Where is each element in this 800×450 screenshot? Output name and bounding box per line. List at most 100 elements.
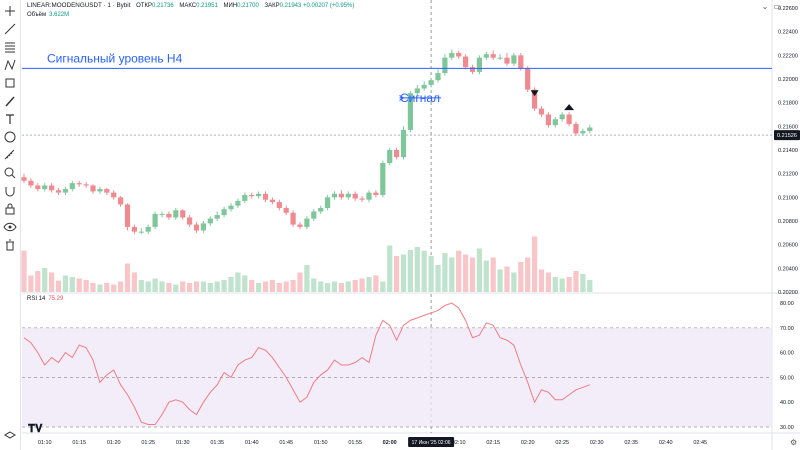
time-tick-label: 01:25 bbox=[141, 440, 155, 446]
time-tick-label: 02:00 bbox=[383, 440, 397, 446]
volume-bar bbox=[166, 283, 172, 292]
volume-bar bbox=[62, 275, 68, 292]
forecast-icon[interactable] bbox=[3, 76, 17, 90]
volume-bar bbox=[469, 257, 476, 292]
volume-bar bbox=[518, 262, 524, 292]
time-tick-label: 01:40 bbox=[245, 440, 259, 446]
crosshair-time-badge bbox=[408, 437, 455, 447]
candle-body bbox=[331, 193, 338, 198]
volume-bar bbox=[283, 281, 289, 292]
candle-body bbox=[435, 73, 441, 81]
change-value: +0.00207 (+0.95%) bbox=[303, 3, 355, 9]
volume-legend[interactable]: Объём 3.622M bbox=[27, 12, 69, 18]
symbol-name[interactable]: LINEAR:MOODENGUSDT · 1 · Bybit bbox=[27, 2, 131, 9]
high-label: МАКС bbox=[179, 3, 197, 9]
emoji-icon[interactable] bbox=[3, 130, 17, 144]
tradingview-logo: 𝐓𝐕 bbox=[28, 423, 43, 435]
volume-bar bbox=[511, 272, 517, 292]
volume-bar bbox=[476, 248, 482, 292]
ruler-icon[interactable] bbox=[3, 148, 17, 162]
rsi-line bbox=[23, 302, 590, 426]
text-icon[interactable] bbox=[3, 112, 17, 126]
pane-controls: ⌄ ▭ ⋯ bbox=[757, 2, 794, 11]
candle-body bbox=[193, 224, 200, 231]
more-icon[interactable]: ⋯ bbox=[786, 2, 794, 11]
volume-bar bbox=[456, 250, 462, 292]
volume-bar bbox=[97, 284, 103, 292]
candle-body bbox=[518, 55, 524, 69]
fib-retracement-icon[interactable] bbox=[3, 40, 17, 54]
volume-bar bbox=[235, 272, 241, 292]
volume-bar bbox=[290, 280, 296, 292]
buy-marker bbox=[564, 104, 575, 111]
volume-bar bbox=[373, 275, 379, 292]
candle-body bbox=[173, 210, 179, 218]
magnet-icon[interactable] bbox=[3, 184, 17, 198]
candle-body bbox=[21, 177, 27, 181]
volume-bar bbox=[131, 272, 137, 292]
volume-bar bbox=[297, 272, 303, 292]
candle-body bbox=[532, 89, 538, 109]
brush-icon[interactable] bbox=[3, 94, 17, 108]
candle-body bbox=[566, 114, 572, 124]
volume-bar bbox=[193, 281, 200, 292]
candle-body bbox=[187, 217, 193, 225]
low-label: МИН bbox=[223, 3, 238, 9]
candle-body bbox=[497, 57, 503, 59]
open-label: ОТКР bbox=[136, 3, 152, 9]
time-tick-label: 01:45 bbox=[279, 440, 293, 446]
trash-icon[interactable] bbox=[3, 238, 17, 252]
zoom-icon[interactable] bbox=[3, 166, 17, 180]
candle-body bbox=[42, 185, 48, 190]
rsi-legend[interactable]: RSI 14 75.29 bbox=[27, 296, 63, 302]
volume-bar bbox=[442, 253, 448, 292]
volume-bar bbox=[111, 284, 117, 292]
candle-body bbox=[325, 197, 331, 208]
crosshair-icon[interactable] bbox=[3, 4, 17, 18]
eye-icon[interactable] bbox=[3, 220, 17, 234]
sell-marker bbox=[530, 90, 539, 97]
candle-body bbox=[55, 190, 62, 193]
candle-body bbox=[145, 226, 151, 232]
candle-body bbox=[366, 192, 372, 200]
candle-body bbox=[428, 80, 434, 85]
rsi-tick-label: 50.00 bbox=[780, 375, 794, 381]
candle-body bbox=[580, 131, 586, 134]
candle-body bbox=[256, 193, 262, 197]
volume-bar bbox=[311, 278, 317, 292]
lock-icon[interactable] bbox=[3, 202, 17, 216]
time-tick-label: 01:15 bbox=[72, 440, 86, 446]
volume-bar bbox=[228, 277, 234, 292]
candle-body bbox=[387, 150, 393, 164]
volume-bar bbox=[104, 283, 110, 292]
candle-body bbox=[538, 108, 545, 115]
volume-value: 3.622M bbox=[49, 12, 70, 18]
trend-line-icon[interactable] bbox=[3, 22, 17, 36]
volume-bar bbox=[42, 268, 48, 292]
candle-body bbox=[490, 54, 496, 58]
time-tick-label: 02:30 bbox=[590, 440, 604, 446]
volume-bar bbox=[525, 257, 531, 292]
rsi-tick-label: 80.00 bbox=[780, 301, 794, 307]
price-tick-label: 0.22200 bbox=[778, 53, 798, 59]
pattern-icon[interactable] bbox=[3, 58, 17, 72]
candle-body bbox=[414, 88, 420, 94]
candle-body bbox=[269, 199, 275, 203]
volume-bar bbox=[400, 254, 407, 292]
time-tick-label: 01:20 bbox=[107, 440, 121, 446]
volume-bar bbox=[276, 283, 282, 292]
candle-body bbox=[463, 56, 469, 68]
layers-icon[interactable] bbox=[3, 430, 17, 444]
candle-body bbox=[442, 57, 448, 74]
volume-bar bbox=[21, 250, 27, 292]
candle-body bbox=[407, 93, 413, 130]
volume-bar bbox=[55, 280, 62, 292]
volume-bar bbox=[449, 257, 455, 292]
maximize-icon[interactable]: ▭ bbox=[773, 2, 781, 11]
chevron-down-icon[interactable]: ⌄ bbox=[761, 2, 769, 11]
candle-body bbox=[290, 212, 296, 225]
volume-bar bbox=[545, 272, 551, 292]
close-label: ЗАКР bbox=[264, 3, 280, 9]
candle-body bbox=[525, 68, 531, 90]
